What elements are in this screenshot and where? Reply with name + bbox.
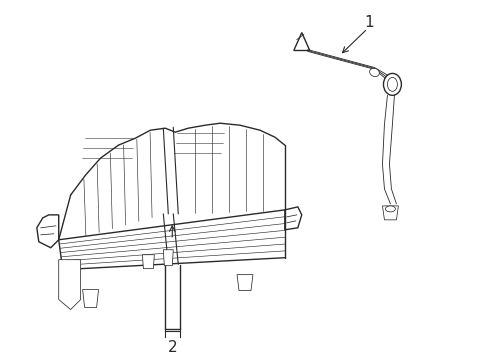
Polygon shape — [237, 275, 252, 291]
Ellipse shape — [386, 77, 397, 91]
Polygon shape — [142, 255, 154, 269]
Polygon shape — [382, 206, 398, 220]
Polygon shape — [163, 250, 173, 266]
Polygon shape — [59, 260, 81, 310]
Polygon shape — [37, 215, 59, 248]
Text: 1: 1 — [364, 15, 373, 30]
Polygon shape — [293, 32, 309, 50]
Polygon shape — [82, 289, 99, 307]
Ellipse shape — [369, 68, 379, 77]
Text: 2: 2 — [167, 340, 177, 355]
Ellipse shape — [385, 206, 395, 212]
Polygon shape — [285, 207, 301, 230]
Ellipse shape — [383, 73, 401, 95]
